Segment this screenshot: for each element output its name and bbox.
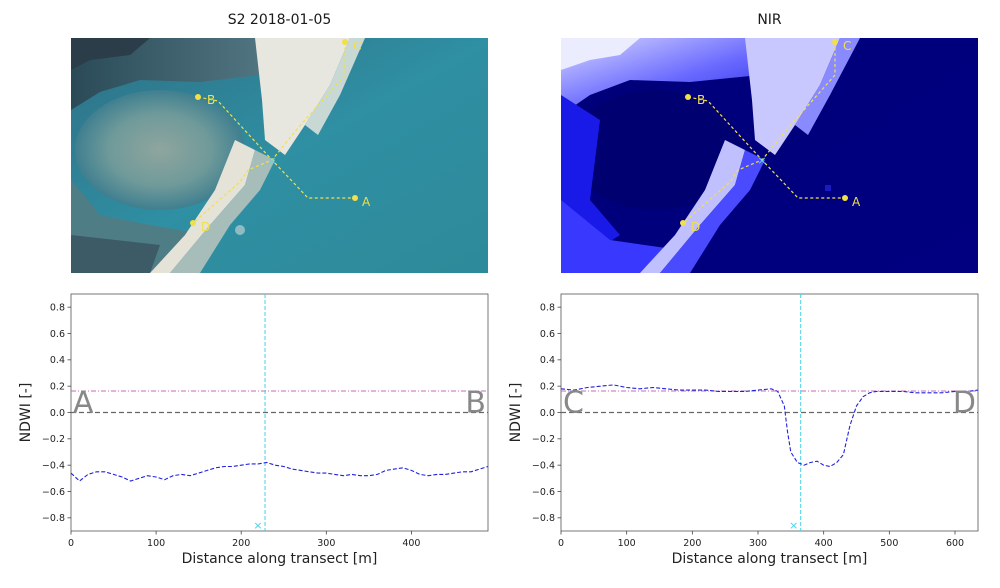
rgb-transect-lines: × (192, 42, 355, 224)
ndwi-series-line (70, 461, 489, 482)
rgb-point-d (190, 220, 196, 226)
nir-point-d (680, 220, 686, 226)
transect-start-label: A (73, 386, 94, 421)
profile-plot-a-b: −0.8 −0.6 −0.4 −0.2 0.0 0.2 0.4 0.6 0.8 0 100 200 30… (18, 293, 489, 567)
y-tick-label: 0.8 (540, 302, 555, 313)
nir-label-d: D (691, 220, 700, 234)
transect-start-label: C (563, 386, 584, 421)
rgb-transect-points: A B C D (190, 39, 371, 234)
rgb-label-d: D (201, 220, 210, 234)
y-tick-label: 0.4 (50, 355, 65, 366)
nir-transect-lines: × (682, 42, 845, 224)
nir-point-c (832, 39, 838, 45)
nir-image (561, 38, 978, 273)
svg-text:×: × (267, 154, 276, 167)
x-tick-label: 300 (749, 538, 767, 549)
nir-transect-points: A B C D (680, 39, 861, 234)
y-tick-label: −0.8 (532, 513, 555, 524)
nir-point-a (842, 195, 848, 201)
y-tick-label: −0.2 (42, 434, 65, 445)
intersection-marker: × (253, 519, 262, 532)
rgb-image-panel: S2 2018-01-05 × A B C (71, 12, 488, 273)
x-axis-label: Distance along transect [m] (182, 551, 378, 567)
y-tick-label: −0.4 (42, 460, 65, 471)
rgb-label-b: B (207, 93, 215, 107)
x-tick-label: 100 (147, 538, 165, 549)
y-tick-label: −0.4 (532, 460, 555, 471)
rgb-image (71, 38, 488, 273)
rgb-point-c (342, 39, 348, 45)
transect-end-label: B (465, 386, 486, 421)
rgb-label-c: C (353, 39, 361, 53)
x-tick-label: 400 (815, 538, 833, 549)
x-tick-label: 0 (68, 538, 74, 549)
nir-label-c: C (843, 39, 851, 53)
x-tick-label: 300 (317, 538, 335, 549)
intersection-marker: × (789, 519, 798, 532)
nir-image-title: NIR (757, 12, 782, 28)
x-tick-label: 0 (558, 538, 564, 549)
y-tick-label: 0.6 (50, 329, 65, 340)
x-tick-label: 100 (618, 538, 636, 549)
y-tick-label: −0.8 (42, 513, 65, 524)
y-axis-label: NDWI [-] (508, 383, 524, 443)
y-tick-label: 0.4 (540, 355, 555, 366)
y-tick-label: 0.0 (50, 408, 65, 419)
x-tick-label: 500 (880, 538, 898, 549)
y-tick-label: 0.6 (540, 329, 555, 340)
y-tick-label: 0.2 (50, 381, 65, 392)
y-axis-label: NDWI [-] (18, 383, 34, 443)
x-tick-label: 400 (402, 538, 420, 549)
rgb-point-b (195, 94, 201, 100)
x-tick-label: 200 (232, 538, 250, 549)
transect-end-label: D (953, 386, 976, 421)
profile-plot-c-d: −0.8 −0.6 −0.4 −0.2 0.0 0.2 0.4 0.6 0.8 0 100 200 30… (508, 293, 979, 567)
nir-point-b (685, 94, 691, 100)
rgb-image-title: S2 2018-01-05 (228, 12, 332, 28)
ndwi-series-line (560, 384, 979, 468)
y-tick-label: 0.0 (540, 408, 555, 419)
nir-image-panel: NIR × A B C D (561, 12, 978, 273)
y-tick-label: −0.6 (42, 487, 65, 498)
x-axis-label: Distance along transect [m] (672, 551, 868, 567)
x-tick-label: 600 (946, 538, 964, 549)
rgb-point-a (352, 195, 358, 201)
y-tick-label: −0.6 (532, 487, 555, 498)
y-tick-label: 0.2 (540, 381, 555, 392)
x-tick-label: 200 (683, 538, 701, 549)
y-tick-label: −0.2 (532, 434, 555, 445)
y-tick-label: 0.8 (50, 302, 65, 313)
nir-label-b: B (697, 93, 705, 107)
nir-label-a: A (852, 195, 861, 209)
rgb-label-a: A (362, 195, 371, 209)
svg-text:×: × (757, 154, 766, 167)
